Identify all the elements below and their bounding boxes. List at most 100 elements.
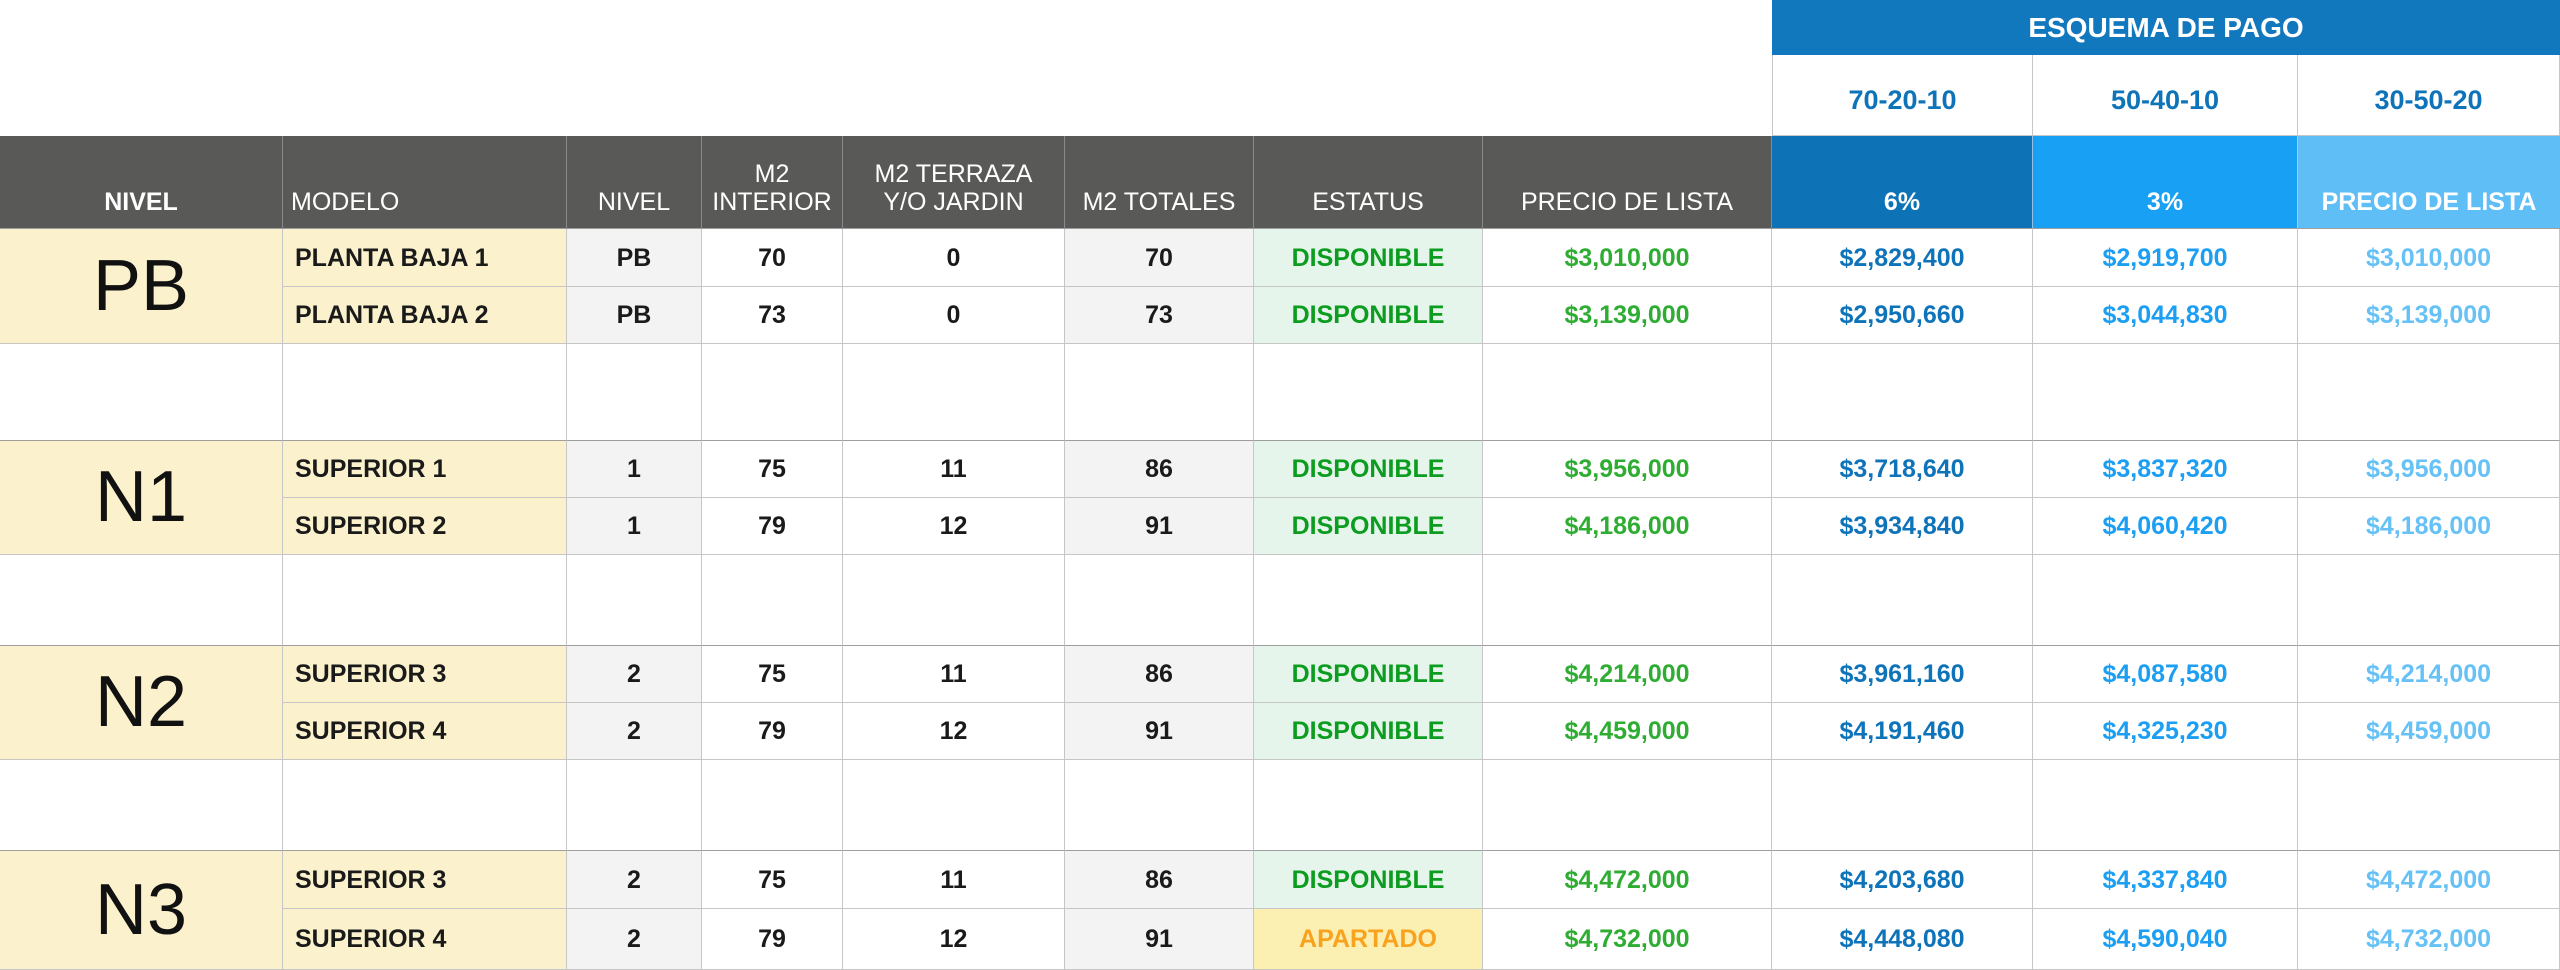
col-header-precio-lista-30-50-20: PRECIO DE LISTA	[2298, 136, 2560, 229]
status-cell: DISPONIBLE	[1254, 229, 1483, 287]
m2-terraza-cell: 0	[843, 229, 1065, 287]
status-cell: DISPONIBLE	[1254, 287, 1483, 344]
price-30-50-20-cell: $3,139,000	[2298, 287, 2560, 344]
status-cell: DISPONIBLE	[1254, 498, 1483, 555]
top-left-blank	[0, 0, 1772, 55]
list-price-cell: $4,732,000	[1483, 909, 1772, 970]
scheme-label-70-20-10: 70-20-10	[1772, 55, 2033, 136]
status-cell: APARTADO	[1254, 909, 1483, 970]
empty-cell	[843, 555, 1065, 646]
nivel-cell: 1	[567, 498, 702, 555]
m2-terraza-cell: 12	[843, 909, 1065, 970]
empty-cell	[0, 760, 283, 851]
list-price-cell: $4,459,000	[1483, 703, 1772, 760]
status-cell: DISPONIBLE	[1254, 441, 1483, 498]
m2-totales-cell: 73	[1065, 287, 1254, 344]
status-cell: DISPONIBLE	[1254, 646, 1483, 703]
col-header-precio-lista: PRECIO DE LISTA	[1483, 136, 1772, 229]
scheme-label-50-40-10: 50-40-10	[2033, 55, 2298, 136]
m2-terraza-cell: 12	[843, 703, 1065, 760]
model-cell: PLANTA BAJA 2	[283, 287, 567, 344]
col-header-m2-terraza: M2 TERRAZA Y/O JARDIN	[843, 136, 1065, 229]
price-50-40-10-cell: $3,044,830	[2033, 287, 2298, 344]
m2-interior-cell: 75	[702, 441, 843, 498]
price-70-20-10-cell: $3,718,640	[1772, 441, 2033, 498]
empty-cell	[1254, 344, 1483, 441]
list-price-cell: $4,472,000	[1483, 851, 1772, 909]
m2-interior-cell: 73	[702, 287, 843, 344]
empty-cell	[283, 555, 567, 646]
price-50-40-10-cell: $4,087,580	[2033, 646, 2298, 703]
col-header-m2-interior: M2 INTERIOR	[702, 136, 843, 229]
nivel-cell: 2	[567, 703, 702, 760]
price-70-20-10-cell: $4,203,680	[1772, 851, 2033, 909]
empty-cell	[567, 344, 702, 441]
empty-cell	[1483, 760, 1772, 851]
m2-totales-cell: 91	[1065, 703, 1254, 760]
price-70-20-10-cell: $4,191,460	[1772, 703, 2033, 760]
price-70-20-10-cell: $4,448,080	[1772, 909, 2033, 970]
price-30-50-20-cell: $3,010,000	[2298, 229, 2560, 287]
list-price-cell: $4,186,000	[1483, 498, 1772, 555]
empty-cell	[0, 344, 283, 441]
blank-cell	[0, 55, 1772, 136]
col-header-3-percent: 3%	[2033, 136, 2298, 229]
list-price-cell: $4,214,000	[1483, 646, 1772, 703]
price-50-40-10-cell: $3,837,320	[2033, 441, 2298, 498]
price-30-50-20-cell: $4,214,000	[2298, 646, 2560, 703]
empty-cell	[702, 555, 843, 646]
price-70-20-10-cell: $2,950,660	[1772, 287, 2033, 344]
empty-cell	[1065, 760, 1254, 851]
m2-interior-cell: 75	[702, 646, 843, 703]
empty-cell	[702, 760, 843, 851]
empty-cell	[1065, 344, 1254, 441]
m2-totales-cell: 86	[1065, 851, 1254, 909]
model-cell: SUPERIOR 3	[283, 851, 567, 909]
model-cell: SUPERIOR 4	[283, 909, 567, 970]
col-header-modelo: MODELO	[283, 136, 567, 229]
model-cell: SUPERIOR 1	[283, 441, 567, 498]
nivel-cell: 2	[567, 909, 702, 970]
esquema-de-pago-header: ESQUEMA DE PAGO	[1772, 0, 2560, 55]
m2-totales-cell: 91	[1065, 909, 1254, 970]
nivel-cell: PB	[567, 287, 702, 344]
m2-interior-cell: 70	[702, 229, 843, 287]
empty-cell	[2298, 555, 2560, 646]
empty-cell	[2298, 344, 2560, 441]
price-50-40-10-cell: $4,325,230	[2033, 703, 2298, 760]
col-header-6-percent: 6%	[1772, 136, 2033, 229]
empty-cell	[0, 555, 283, 646]
empty-cell	[283, 344, 567, 441]
list-price-cell: $3,010,000	[1483, 229, 1772, 287]
nivel-cell: 1	[567, 441, 702, 498]
price-30-50-20-cell: $3,956,000	[2298, 441, 2560, 498]
m2-totales-cell: 86	[1065, 441, 1254, 498]
price-30-50-20-cell: $4,186,000	[2298, 498, 2560, 555]
model-cell: SUPERIOR 4	[283, 703, 567, 760]
empty-cell	[2033, 555, 2298, 646]
col-header-nivel-group: NIVEL	[0, 136, 283, 229]
level-cell: N3	[0, 851, 283, 970]
empty-cell	[1772, 760, 2033, 851]
empty-cell	[2033, 760, 2298, 851]
m2-terraza-cell: 12	[843, 498, 1065, 555]
m2-interior-cell: 75	[702, 851, 843, 909]
m2-interior-cell: 79	[702, 703, 843, 760]
m2-terraza-cell: 11	[843, 646, 1065, 703]
price-70-20-10-cell: $2,829,400	[1772, 229, 2033, 287]
price-50-40-10-cell: $2,919,700	[2033, 229, 2298, 287]
status-cell: DISPONIBLE	[1254, 703, 1483, 760]
level-cell: PB	[0, 229, 283, 344]
empty-cell	[843, 344, 1065, 441]
nivel-cell: 2	[567, 851, 702, 909]
col-header-estatus: ESTATUS	[1254, 136, 1483, 229]
empty-cell	[1483, 555, 1772, 646]
price-70-20-10-cell: $3,961,160	[1772, 646, 2033, 703]
m2-terraza-cell: 0	[843, 287, 1065, 344]
col-header-nivel: NIVEL	[567, 136, 702, 229]
nivel-cell: 2	[567, 646, 702, 703]
price-30-50-20-cell: $4,459,000	[2298, 703, 2560, 760]
m2-totales-cell: 91	[1065, 498, 1254, 555]
empty-cell	[567, 760, 702, 851]
